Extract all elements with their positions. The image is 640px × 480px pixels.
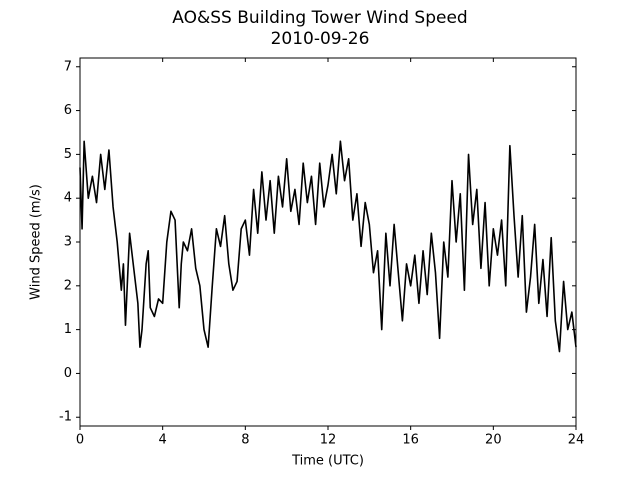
y-tick-label: 4 — [64, 191, 72, 206]
y-tick-label: 5 — [64, 147, 72, 162]
y-tick-label: 3 — [64, 235, 72, 250]
y-tick-label: 1 — [64, 322, 72, 337]
x-tick-label: 12 — [320, 433, 337, 448]
y-axis-label: Wind Speed (m/s) — [29, 184, 44, 300]
y-tick-label: 0 — [64, 366, 72, 381]
y-tick-label: 6 — [64, 103, 72, 118]
chart-subtitle: 2010-09-26 — [271, 29, 370, 49]
data-line — [79, 140, 577, 353]
plot-frame — [79, 57, 577, 427]
y-tick-label: -1 — [59, 410, 72, 425]
y-tick-label: 2 — [64, 278, 72, 293]
chart-title: AO&SS Building Tower Wind Speed — [172, 8, 467, 28]
x-tick-label: 0 — [76, 433, 84, 448]
x-tick-label: 20 — [485, 433, 502, 448]
x-tick-label: 8 — [241, 433, 249, 448]
x-tick-label: 16 — [402, 433, 419, 448]
y-tick-label: 7 — [64, 59, 72, 74]
x-tick-label: 4 — [159, 433, 167, 448]
x-axis-label: Time (UTC) — [291, 454, 364, 469]
x-tick-label: 24 — [568, 433, 585, 448]
